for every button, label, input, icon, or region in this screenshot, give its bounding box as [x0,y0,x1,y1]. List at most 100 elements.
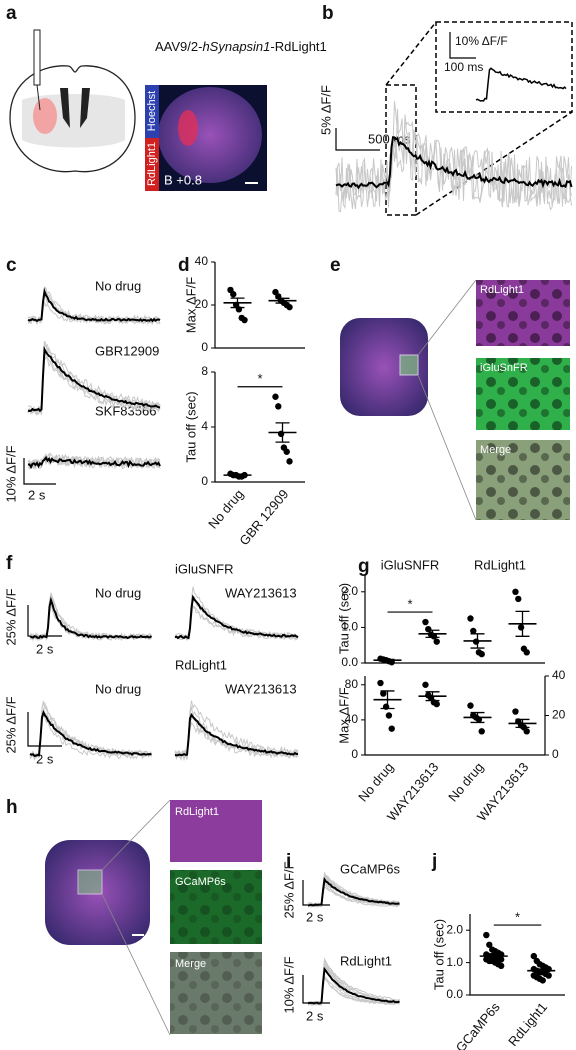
trace [174,606,299,641]
axis [364,574,545,664]
condition-label: GBR12909 [95,343,159,358]
y-tick-label: 80 [345,677,359,691]
trace [27,286,161,325]
trace [307,876,400,907]
error-bar [380,690,395,710]
scale-label: 2 s [36,751,54,766]
stain-label: RdLight1 [146,142,158,186]
trace [27,287,161,323]
condition-label: SKF83566 [95,403,156,418]
scale-bar [27,605,62,637]
injection-site [33,98,57,134]
inset [435,21,573,113]
y2-tick-label: 0 [552,747,559,761]
data-point [515,595,522,603]
y-tick-label: 0.0 [446,987,463,1001]
sensor-label: RdLight1 [340,953,392,968]
data-point [433,700,440,708]
condition-label: No drug [95,681,141,696]
data-point [523,649,530,656]
condition-label: WAY213613 [225,585,297,600]
data-point [523,728,530,735]
significance-label: * [515,909,520,924]
stain-band [145,85,159,138]
data-point [467,702,474,709]
error-bar [534,968,549,973]
image-label: RdLight1 [175,806,219,818]
panel-label: f [6,553,13,574]
image-label: iGluSnFR [480,362,528,374]
panel-label: i [286,851,291,872]
scale-label: 100 ms [444,60,483,74]
image [170,800,262,862]
data-point [433,638,440,645]
scale-bar [449,32,476,59]
zoom-lines [385,21,573,216]
significance-label: * [407,596,412,611]
y-axis-label: Tau off (sec) [183,391,198,462]
data-point [277,430,285,438]
scale-label: 2 s [28,487,46,502]
error-bar [515,718,530,728]
error-bar [230,297,245,309]
sensor-label: iGluSNFR [175,561,234,576]
trace [475,67,567,102]
data-point [545,972,552,979]
image-texture [170,952,262,1034]
trace [27,356,161,416]
data-point [478,728,485,735]
x-tick-label: RdLight1 [505,999,550,1049]
scale-label: 25% ΔF/F [3,588,18,645]
data-point [385,712,393,719]
data-point [377,679,384,687]
trace [29,710,152,757]
trace [174,721,299,761]
scale-label: 2 s [306,909,324,924]
sensor-label: GCaMP6s [340,861,400,876]
data-point [380,690,387,697]
scale-label: 2 s [306,1008,324,1023]
y-tick-label: 2.0 [341,584,358,598]
x-tick-label: GCaMP6s [453,999,503,1050]
trace [27,345,161,413]
panel-label: b [322,3,334,24]
data-point [272,393,279,400]
data-point [483,931,490,939]
sensor-label: RdLight1 [175,657,227,672]
data-point [517,624,525,631]
needle [33,29,41,86]
error-bar [425,629,440,639]
panel-label: c [6,255,17,276]
error-bar [470,633,485,649]
trace [174,706,299,760]
y-tick-label: 20 [195,297,209,311]
data-point [512,588,519,595]
panel-label: e [330,255,341,276]
roi-box [77,869,103,895]
trace [29,596,153,640]
data-point [230,291,237,298]
error-bar [275,422,290,443]
construct-part: AAV9/2- [155,39,202,54]
condition-label: No drug [95,585,141,600]
error-bar [470,711,485,724]
data-point [470,627,477,635]
group-header: iGluSNFR [381,557,440,572]
y-tick-label: 0.0 [341,655,358,669]
data-point [388,725,395,732]
x-tick-label: No drug [355,759,396,804]
y-tick-label: 8 [201,364,208,378]
y-tick-label: 1.0 [341,620,358,634]
construct-part: hSynapsin1 [202,39,270,54]
ventricles [60,88,90,128]
panel-label: h [6,797,18,818]
image-texture [170,870,262,944]
data-point [539,977,546,984]
image-label: Merge [480,444,511,456]
y2-tick-label: 20 [552,708,566,722]
construct: AAV9/2-hSynapsin1-RdLight1 [155,39,327,54]
trace [174,594,299,640]
scale-bar [335,128,380,151]
error-bar [230,473,245,477]
